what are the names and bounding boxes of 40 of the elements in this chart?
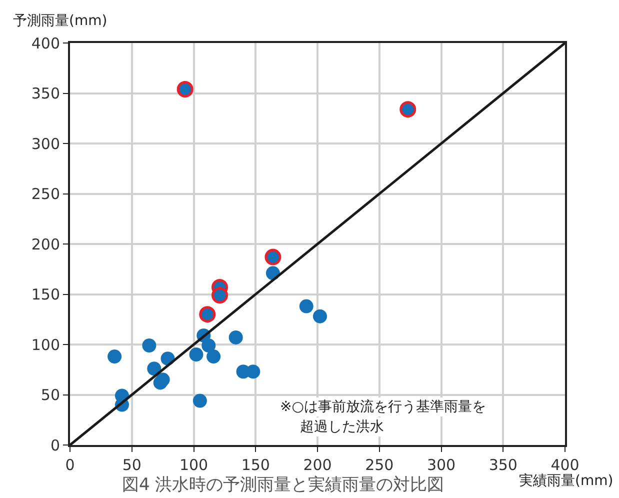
x-tick-label: 400 [550, 456, 580, 474]
y-tick-label: 400 [31, 34, 60, 52]
x-tick-label: 150 [241, 456, 270, 474]
x-tick-label: 200 [303, 456, 332, 474]
y-tick-label: 200 [31, 235, 60, 254]
x-axis-title: 実績雨量(mm) [519, 473, 614, 489]
point [211, 287, 228, 304]
x-tick-label: 250 [365, 456, 394, 474]
point [246, 364, 260, 379]
point [176, 80, 194, 98]
x-tick-label: 350 [488, 456, 518, 474]
point [202, 338, 216, 352]
point [142, 338, 156, 352]
point [228, 330, 243, 344]
point [108, 350, 122, 364]
y-tick-label: 300 [31, 134, 60, 153]
y-tick-label: 50 [40, 386, 60, 404]
point [147, 362, 162, 376]
y-tick-label: 150 [31, 286, 60, 304]
x-tick-label: 300 [426, 456, 456, 474]
x-tick-label: 0 [65, 456, 75, 474]
point [189, 348, 204, 362]
y-tick-label: 250 [31, 185, 60, 203]
point [199, 306, 216, 323]
point [206, 350, 221, 364]
y-tick-label: 0 [50, 436, 60, 454]
y-tick-label: 350 [31, 84, 60, 102]
point [156, 372, 170, 387]
x-tick-label: 100 [179, 456, 208, 474]
y-tick-label: 100 [31, 336, 60, 354]
annotation: 超過した洪水 [300, 419, 384, 435]
annotation: ※○は事前放流を行う基準雨量を [280, 399, 486, 415]
x-tick-label: 50 [122, 456, 142, 474]
y-axis-title: 予測雨量(mm) [13, 13, 108, 29]
point [312, 309, 327, 324]
point [264, 248, 282, 266]
point [299, 299, 314, 314]
point [192, 394, 207, 408]
text: 図4 洪水時の予測雨量と実績雨量の対比図 [122, 475, 444, 495]
point [400, 101, 416, 118]
